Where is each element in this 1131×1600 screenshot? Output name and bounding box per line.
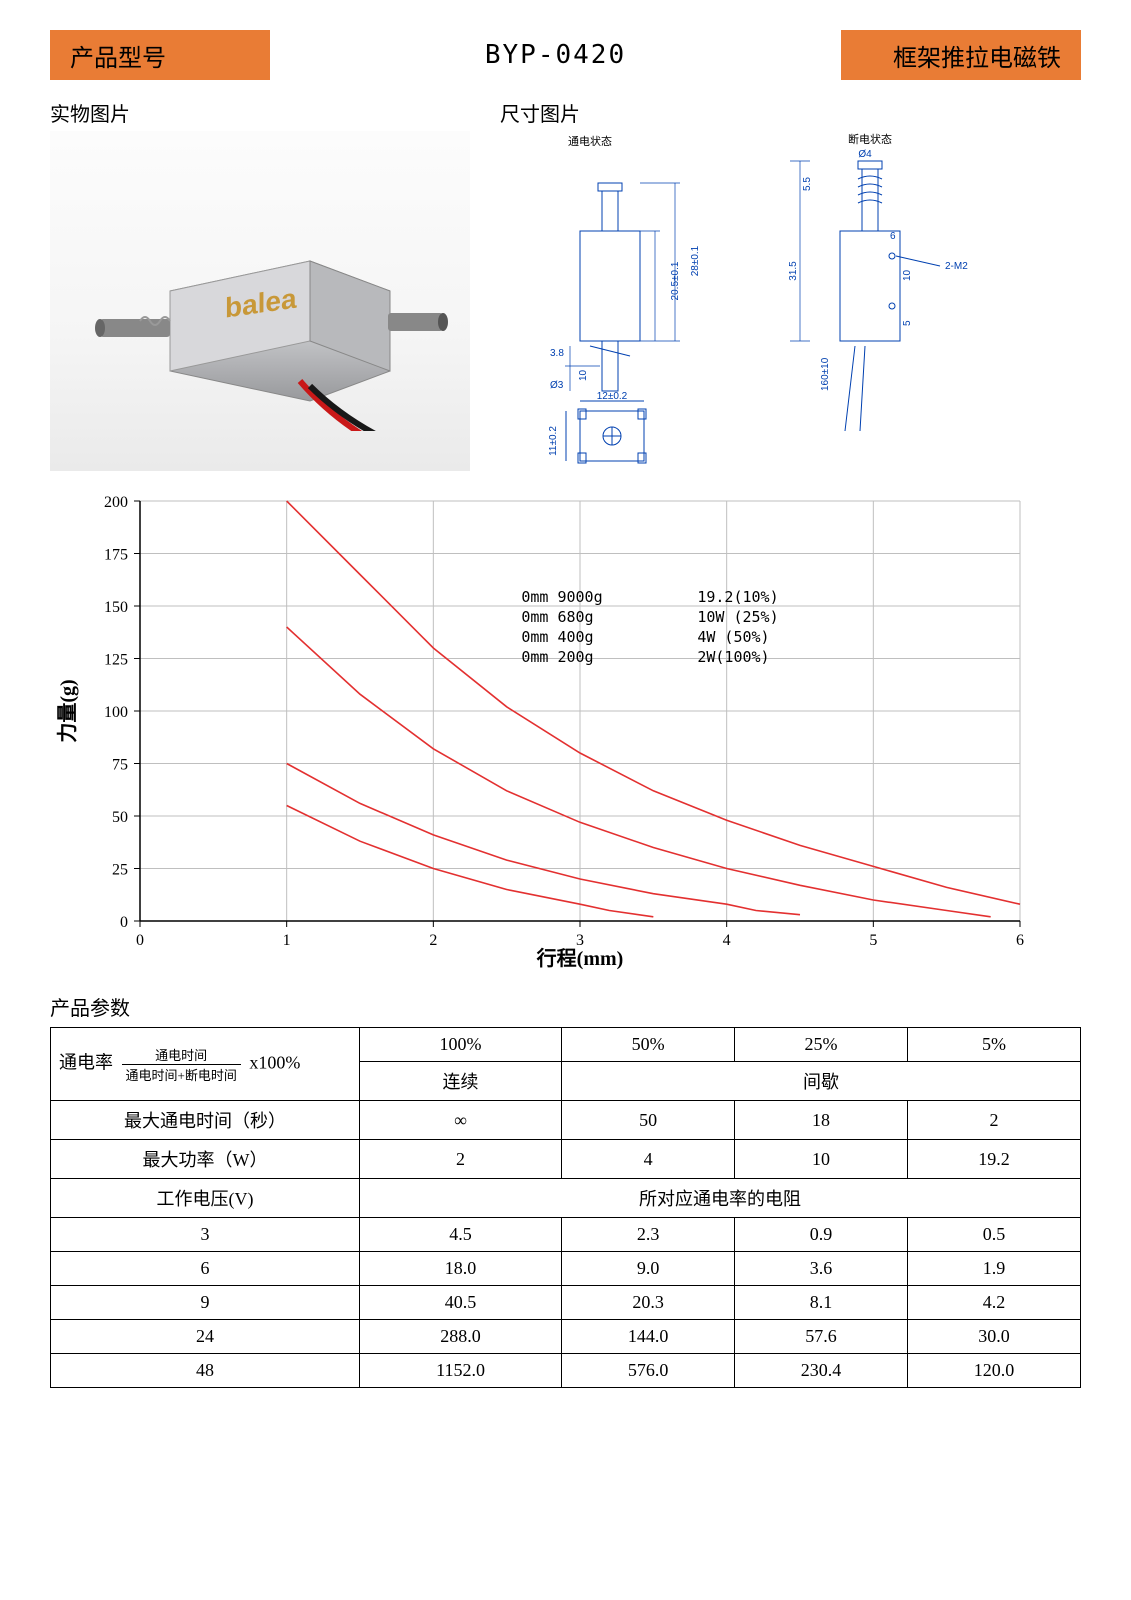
svg-text:断电状态: 断电状态 [848,132,892,146]
svg-text:31.5: 31.5 [788,261,799,281]
force-stroke-chart: 0 1 2 3 4 5 6 0 25 50 75 100 125 150 175 200 行程(mm) 力量(g)… [50,491,1081,976]
duty-formula-cell: 通电率 通电时间通电时间+断电时间 x100% [51,1028,360,1101]
svg-text:通电状态: 通电状态 [568,134,612,148]
images-row: 实物图片 balea [50,90,1081,471]
svg-text:0mm 400g: 0mm 400g [521,628,593,646]
resistance-cell: 40.5 [360,1286,562,1320]
svg-text:0mm 9000g: 0mm 9000g [521,588,602,606]
resistance-cell: 18.0 [360,1252,562,1286]
svg-text:160±10: 160±10 [820,357,831,391]
svg-text:0mm 200g: 0mm 200g [521,648,593,666]
cell: 2 [908,1101,1081,1140]
cell: 10 [735,1140,908,1179]
resistance-cell: 0.5 [908,1218,1081,1252]
row-voltage-label: 工作电压(V) [51,1179,360,1218]
resistance-cell: 57.6 [735,1320,908,1354]
resistance-cell: 9.0 [562,1252,735,1286]
svg-text:25: 25 [112,862,128,879]
params-label: 产品参数 [50,992,1081,1021]
row-maxon-label: 最大通电时间（秒） [51,1101,360,1140]
svg-text:150: 150 [104,599,128,616]
resistance-cell: 288.0 [360,1320,562,1354]
svg-text:20.5±0.1: 20.5±0.1 [670,261,681,300]
mode-intermittent: 间歇 [562,1062,1081,1101]
svg-text:11±0.2: 11±0.2 [548,426,559,456]
resistance-cell: 3.6 [735,1252,908,1286]
cell: 19.2 [908,1140,1081,1179]
cell: 4 [562,1140,735,1179]
svg-text:3: 3 [576,932,584,949]
svg-text:0mm 680g: 0mm 680g [521,608,593,626]
svg-text:行程(mm): 行程(mm) [536,946,624,970]
svg-text:10W (25%): 10W (25%) [697,608,778,626]
resistance-cell: 230.4 [735,1354,908,1388]
resistance-cell: 20.3 [562,1286,735,1320]
svg-text:10: 10 [578,369,589,381]
resistance-cell: 2.3 [562,1218,735,1252]
svg-text:19.2(10%): 19.2(10%) [697,588,778,606]
row-resistance-header: 所对应通电率的电阻 [360,1179,1081,1218]
resistance-cell: 0.9 [735,1218,908,1252]
resistance-cell: 30.0 [908,1320,1081,1354]
voltage-cell: 48 [51,1354,360,1388]
resistance-cell: 1152.0 [360,1354,562,1388]
svg-text:10: 10 [902,269,913,281]
svg-text:2W(100%): 2W(100%) [697,648,769,666]
duty-25: 25% [735,1028,908,1062]
resistance-cell: 4.2 [908,1286,1081,1320]
svg-text:175: 175 [104,547,128,564]
params-table: 通电率 通电时间通电时间+断电时间 x100% 100% 50% 25% 5% … [50,1027,1081,1388]
cell: 18 [735,1101,908,1140]
resistance-cell: 8.1 [735,1286,908,1320]
svg-text:力量(g): 力量(g) [56,679,79,742]
svg-text:Ø3: Ø3 [550,380,564,391]
svg-text:100: 100 [104,704,128,721]
dimensions-label: 尺寸图片 [500,98,1081,127]
svg-text:3.8: 3.8 [550,348,564,359]
resistance-cell: 576.0 [562,1354,735,1388]
svg-text:4: 4 [723,932,731,949]
product-photo: balea [50,131,470,471]
resistance-cell: 144.0 [562,1320,735,1354]
voltage-cell: 3 [51,1218,360,1252]
svg-text:200: 200 [104,494,128,511]
cell: 50 [562,1101,735,1140]
svg-text:125: 125 [104,652,128,669]
svg-text:28±0.1: 28±0.1 [690,245,701,276]
svg-text:6: 6 [1016,932,1024,949]
duty-5: 5% [908,1028,1081,1062]
svg-text:5: 5 [902,320,913,326]
header-model: BYP-0420 [270,40,841,70]
svg-text:0: 0 [136,932,144,949]
resistance-cell: 120.0 [908,1354,1081,1388]
duty-50: 50% [562,1028,735,1062]
header-product-label: 产品型号 [50,30,270,80]
resistance-cell: 1.9 [908,1252,1081,1286]
svg-text:1: 1 [283,932,291,949]
svg-text:2: 2 [429,932,437,949]
mode-continuous: 连续 [360,1062,562,1101]
svg-text:75: 75 [112,757,128,774]
svg-text:12±0.2: 12±0.2 [597,391,628,402]
svg-text:0: 0 [120,914,128,931]
voltage-cell: 9 [51,1286,360,1320]
resistance-cell: 4.5 [360,1218,562,1252]
voltage-cell: 6 [51,1252,360,1286]
duty-100: 100% [360,1028,562,1062]
svg-text:50: 50 [112,809,128,826]
header-bar: 产品型号 BYP-0420 框架推拉电磁铁 [50,30,1081,80]
svg-text:4W (50%): 4W (50%) [697,628,769,646]
dimension-drawing: 通电状态 20.5±0.1 28±0.1 Ø3 3.8 10 [500,131,1060,471]
row-maxpwr-label: 最大功率（W） [51,1140,360,1179]
cell: ∞ [360,1101,562,1140]
svg-text:Ø4: Ø4 [858,149,872,160]
photo-label: 实物图片 [50,98,480,127]
header-type: 框架推拉电磁铁 [841,30,1081,80]
voltage-cell: 24 [51,1320,360,1354]
svg-text:6: 6 [890,231,896,242]
cell: 2 [360,1140,562,1179]
svg-text:5: 5 [869,932,877,949]
svg-text:5.5: 5.5 [802,177,813,191]
svg-text:2-M2: 2-M2 [945,261,968,272]
